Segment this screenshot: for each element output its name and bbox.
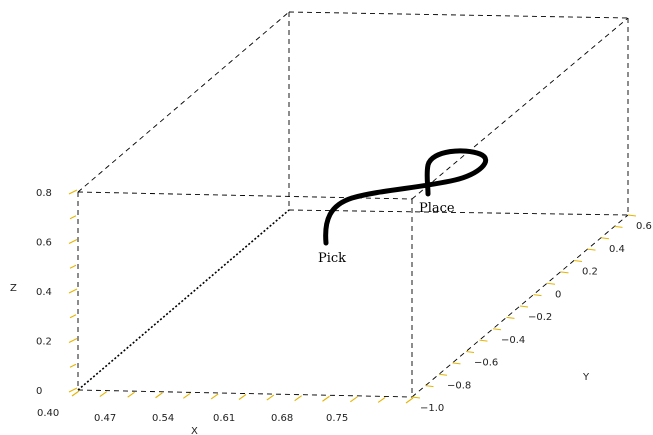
box-edge-floor-left bbox=[77, 209, 290, 391]
z-tick-mark bbox=[68, 387, 78, 393]
x-axis-title: X bbox=[191, 426, 198, 435]
y-tick-label: −0.8 bbox=[447, 380, 471, 391]
y-tick-mark bbox=[506, 316, 515, 319]
z-minor-tick bbox=[69, 363, 77, 368]
y-tick-mark bbox=[560, 271, 569, 274]
x-tick-mark bbox=[266, 394, 275, 401]
y-tick-label: 0 bbox=[555, 289, 561, 300]
y-tick-mark bbox=[587, 248, 596, 251]
z-minor-tick bbox=[69, 264, 77, 269]
x-tick-label: 0.47 bbox=[94, 413, 116, 424]
bounding-box bbox=[77, 11, 629, 398]
x-tick-label: 0.75 bbox=[326, 413, 348, 424]
y-tick-label: 0.2 bbox=[582, 267, 598, 278]
x-tick-mark bbox=[183, 392, 191, 399]
z-tick-label: 0.8 bbox=[36, 188, 52, 199]
y-tick-label: −0.6 bbox=[474, 358, 498, 369]
box-edge-top-left bbox=[77, 11, 290, 193]
y-tick-mark bbox=[425, 385, 434, 388]
y-tick-mark bbox=[438, 373, 448, 376]
x-tick-label: 0.61 bbox=[213, 413, 235, 424]
z-axis-title: Z bbox=[10, 283, 17, 294]
y-tick-mark bbox=[600, 237, 610, 240]
z-minor-tick bbox=[69, 215, 77, 220]
x-tick-mark bbox=[377, 396, 386, 403]
y-tick-mark bbox=[465, 350, 475, 354]
y-tick-mark bbox=[614, 225, 623, 228]
y-axis-title: Y bbox=[582, 372, 590, 383]
x-tick-mark bbox=[99, 391, 108, 398]
z-tick-label: 0 bbox=[36, 386, 42, 397]
y-tick-mark bbox=[627, 214, 637, 217]
z-tick-mark bbox=[68, 288, 78, 294]
x-tick-mark bbox=[238, 394, 247, 400]
y-tick-mark bbox=[492, 328, 502, 331]
x-tick-label: 0.54 bbox=[152, 413, 174, 424]
box-edge-floor-right bbox=[411, 214, 629, 398]
z-tick-label: 0.6 bbox=[36, 238, 52, 249]
y-tick-mark bbox=[452, 362, 461, 365]
x-tick-mark bbox=[127, 391, 135, 398]
z-tick-mark bbox=[68, 239, 78, 244]
z-tick-mark bbox=[68, 338, 78, 343]
box-edge-bottom-front bbox=[77, 389, 413, 398]
y-tick-label: −0.4 bbox=[501, 335, 525, 346]
y-tick-label: −0.2 bbox=[528, 312, 552, 323]
y-tick-mark bbox=[411, 396, 421, 399]
z-minor-tick bbox=[69, 314, 77, 319]
x-tick-mark bbox=[210, 393, 219, 400]
x-tick-label: 0.40 bbox=[37, 408, 59, 419]
y-tick-label: 0.6 bbox=[636, 221, 652, 232]
y-tick-label: −1.0 bbox=[420, 403, 444, 414]
x-tick-mark bbox=[155, 392, 163, 399]
x-tick-mark bbox=[71, 390, 80, 397]
x-tick-mark bbox=[350, 396, 358, 403]
x-tick-label: 0.68 bbox=[271, 413, 293, 424]
y-axis: −1.0 −0.8−0.6 −0.4 −0.2 0 0.2 0.4 0.6 bbox=[411, 214, 652, 414]
x-axis: 0.40 0.47 0.54 0.61 0.68 0.75 bbox=[37, 390, 414, 424]
z-tick-label: 0.2 bbox=[36, 337, 52, 348]
box-edge-top-front bbox=[77, 191, 413, 200]
x-tick-mark bbox=[405, 397, 414, 404]
annotation-place: Place bbox=[419, 201, 455, 216]
z-tick-label: 0.4 bbox=[36, 287, 52, 298]
trajectory-line bbox=[323, 148, 489, 246]
y-tick-mark bbox=[546, 282, 556, 285]
box-edge-back-bottom bbox=[288, 209, 629, 216]
y-tick-label: 0.4 bbox=[609, 244, 625, 255]
y-tick-mark bbox=[533, 294, 542, 297]
y-tick-mark bbox=[479, 339, 488, 342]
x-tick-mark bbox=[322, 395, 330, 402]
y-tick-mark bbox=[519, 305, 529, 308]
z-tick-mark bbox=[68, 189, 78, 195]
y-tick-mark bbox=[573, 259, 583, 263]
box-edge-top-right bbox=[411, 17, 629, 200]
box-edge-back-top bbox=[288, 11, 629, 19]
z-axis: 0 0.2 0.4 0.6 0.8 bbox=[36, 188, 78, 397]
annotation-pick: Pick bbox=[318, 251, 346, 266]
x-tick-mark bbox=[294, 395, 302, 402]
